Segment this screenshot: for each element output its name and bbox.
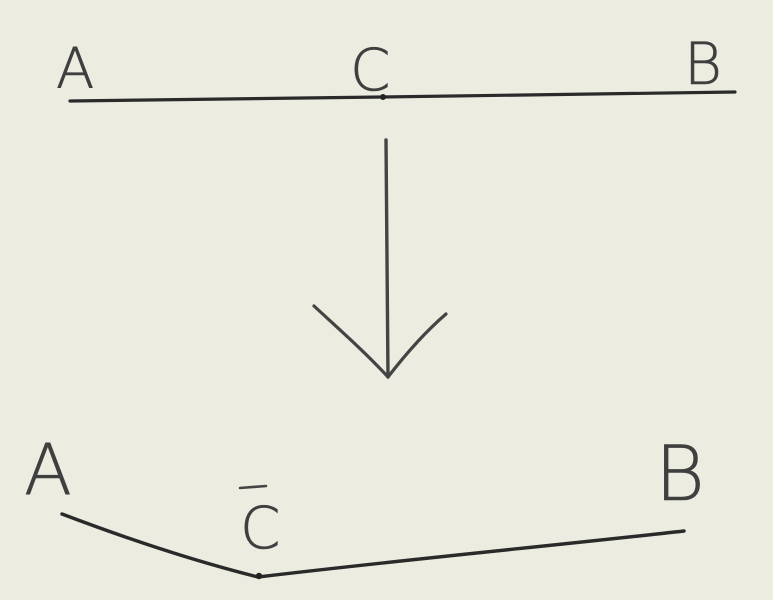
bottom-point-c-marker [255, 572, 263, 580]
top-point-c-marker [380, 94, 386, 100]
arrow-head [312, 304, 448, 379]
bottom-segment-left-line [60, 512, 260, 579]
down-arrow [312, 138, 448, 379]
bottom-label-a: A [24, 429, 72, 511]
top-segment: A C B [56, 30, 737, 104]
top-label-b: B [684, 30, 722, 98]
top-label-a: A [56, 37, 94, 102]
bottom-segment-right-line [256, 529, 686, 579]
bottom-segment: A C B [24, 429, 705, 580]
bottom-label-c-overline [238, 484, 268, 490]
top-label-c: C [350, 36, 391, 104]
bottom-label-c: C [240, 494, 281, 562]
arrow-shaft [384, 138, 390, 379]
bottom-label-b: B [655, 429, 705, 518]
